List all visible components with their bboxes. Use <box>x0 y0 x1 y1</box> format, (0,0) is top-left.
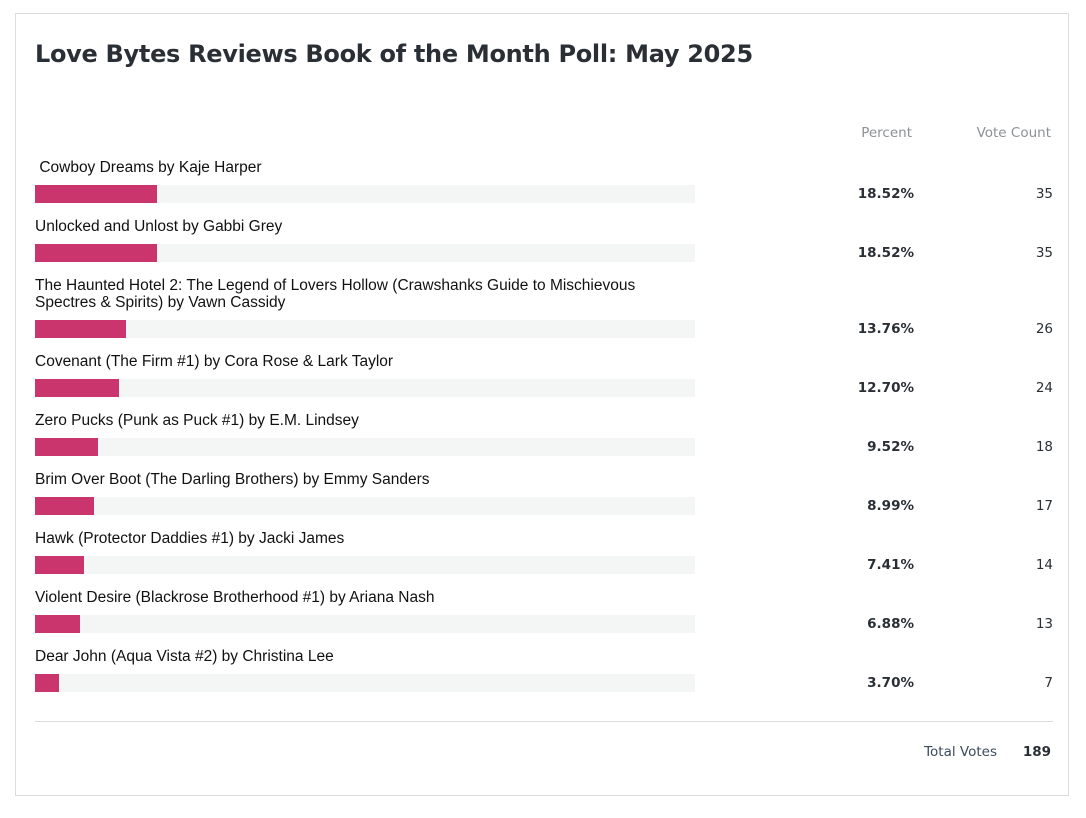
result-bar-row: 13.76% 26 <box>35 320 1053 338</box>
result-label: Cowboy Dreams by Kaje Harper <box>35 159 262 176</box>
divider <box>35 721 1053 722</box>
result-vote-count: 14 <box>1035 557 1053 573</box>
result-bar-fill <box>35 615 81 633</box>
result-label: Covenant (The Firm #1) by Cora Rose & La… <box>35 353 394 370</box>
result-label: Violent Desire (Blackrose Brotherhood #1… <box>35 589 435 606</box>
percent-column-header: Percent <box>861 125 912 141</box>
result-bar-row: 18.52% 35 <box>35 185 1053 203</box>
result-vote-count: 35 <box>1035 186 1053 202</box>
result-row: The Haunted Hotel 2: The Legend of Lover… <box>35 277 1053 353</box>
result-bar-row: 12.70% 24 <box>35 379 1053 397</box>
result-vote-count: 26 <box>1035 321 1053 337</box>
result-percent: 7.41% <box>867 557 914 573</box>
result-vote-count: 18 <box>1035 439 1053 455</box>
result-row: Zero Pucks (Punk as Puck #1) by E.M. Lin… <box>35 412 1053 471</box>
result-row: Covenant (The Firm #1) by Cora Rose & La… <box>35 353 1053 412</box>
result-label: The Haunted Hotel 2: The Legend of Lover… <box>35 277 640 311</box>
result-bar-fill <box>35 244 158 262</box>
result-percent: 8.99% <box>867 498 914 514</box>
total-votes-label: Total Votes <box>924 744 997 760</box>
result-bar-row: 6.88% 13 <box>35 615 1053 633</box>
result-bar-track <box>35 379 695 397</box>
result-vote-count: 24 <box>1035 380 1053 396</box>
poll-results-card: Love Bytes Reviews Book of the Month Pol… <box>15 13 1069 796</box>
result-row: Cowboy Dreams by Kaje Harper 18.52% 35 <box>35 159 1053 218</box>
result-bar-fill <box>35 320 126 338</box>
result-percent: 6.88% <box>867 616 914 632</box>
result-vote-count: 7 <box>1044 675 1053 691</box>
result-row: Unlocked and Unlost by Gabbi Grey 18.52% 3… <box>35 218 1053 277</box>
result-bar-track <box>35 556 695 574</box>
result-label: Dear John (Aqua Vista #2) by Christina L… <box>35 648 334 665</box>
result-bar-track <box>35 497 695 515</box>
result-percent: 9.52% <box>867 439 914 455</box>
result-bar-fill <box>35 497 95 515</box>
result-bar-fill <box>35 556 84 574</box>
result-row: Dear John (Aqua Vista #2) by Christina L… <box>35 648 1053 707</box>
result-row: Violent Desire (Blackrose Brotherhood #1… <box>35 589 1053 648</box>
results-list: Cowboy Dreams by Kaje Harper 18.52% 35 Unlo… <box>35 159 1053 707</box>
result-row: Brim Over Boot (The Darling Brothers) by… <box>35 471 1053 530</box>
result-percent: 18.52% <box>857 245 914 261</box>
result-label: Hawk (Protector Daddies #1) by Jacki Jam… <box>35 530 345 547</box>
result-bar-row: 7.41% 14 <box>35 556 1053 574</box>
result-bar-fill <box>35 438 98 456</box>
result-vote-count: 13 <box>1035 616 1053 632</box>
result-row: Hawk (Protector Daddies #1) by Jacki Jam… <box>35 530 1053 589</box>
result-bar-track <box>35 674 695 692</box>
result-bar-fill <box>35 379 119 397</box>
result-label: Brim Over Boot (The Darling Brothers) by… <box>35 471 430 488</box>
result-percent: 12.70% <box>857 380 914 396</box>
result-label: Zero Pucks (Punk as Puck #1) by E.M. Lin… <box>35 412 359 429</box>
result-bar-track <box>35 615 695 633</box>
result-bar-track <box>35 185 695 203</box>
total-votes-value: 189 <box>1022 744 1051 760</box>
result-percent: 3.70% <box>867 675 914 691</box>
result-percent: 13.76% <box>857 321 914 337</box>
result-bar-track <box>35 320 695 338</box>
result-bar-track <box>35 438 695 456</box>
result-bar-track <box>35 244 695 262</box>
result-bar-row: 18.52% 35 <box>35 244 1053 262</box>
result-bar-row: 9.52% 18 <box>35 438 1053 456</box>
result-vote-count: 35 <box>1035 245 1053 261</box>
result-label: Unlocked and Unlost by Gabbi Grey <box>35 218 283 235</box>
result-vote-count: 17 <box>1035 498 1053 514</box>
result-bar-row: 3.70% 7 <box>35 674 1053 692</box>
result-bar-fill <box>35 185 158 203</box>
result-bar-row: 8.99% 17 <box>35 497 1053 515</box>
result-percent: 18.52% <box>857 186 914 202</box>
result-bar-fill <box>35 674 60 692</box>
vote-count-column-header: Vote Count <box>976 125 1051 141</box>
poll-title: Love Bytes Reviews Book of the Month Pol… <box>35 40 753 68</box>
